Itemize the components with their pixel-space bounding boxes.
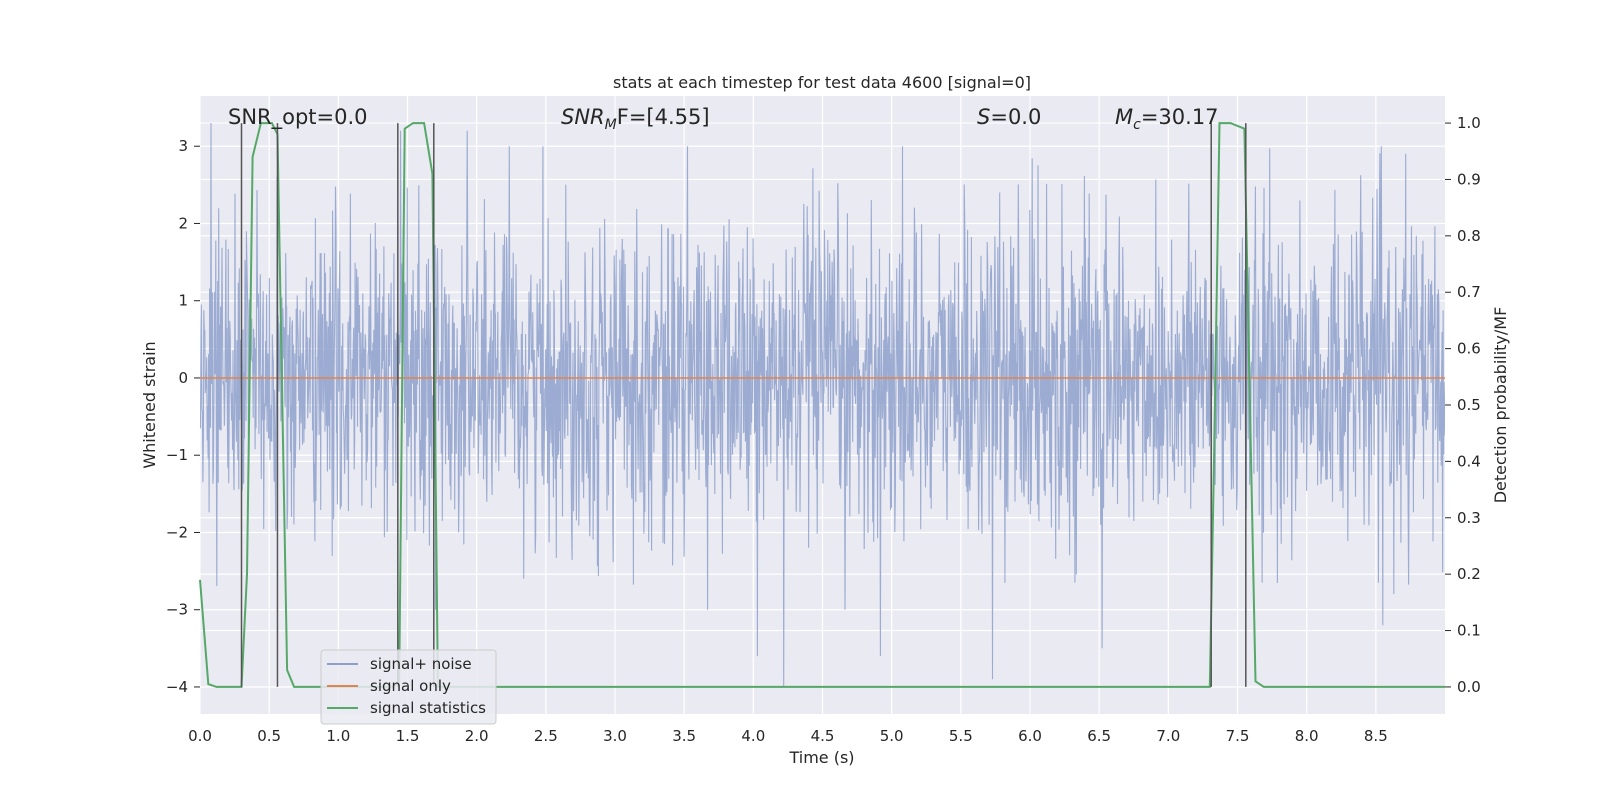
x-tick-label: 3.0 <box>603 727 627 745</box>
x-tick-label: 2.5 <box>534 727 558 745</box>
x-tick-label: 4.5 <box>811 727 835 745</box>
legend-label-stats: signal statistics <box>370 699 486 717</box>
x-tick-label: 2.0 <box>465 727 489 745</box>
y-right-tick-label: 0.1 <box>1457 622 1481 640</box>
y-right-tick-label: 0.7 <box>1457 283 1481 301</box>
legend-label-signal: signal only <box>370 677 451 695</box>
annotation-snr-mf-base: SNR <box>561 105 605 129</box>
y-axis-right-ticks: 1.0 0.9 0.8 0.7 0.6 0.5 0.4 0.3 0.2 0.1 0.0 <box>1445 114 1481 696</box>
x-tick-label: 3.5 <box>672 727 696 745</box>
y-right-tick-label: 0.4 <box>1457 452 1481 470</box>
y-right-tick-label: 0.5 <box>1457 396 1481 414</box>
y-right-tick-label: 0.6 <box>1457 340 1481 358</box>
x-axis-label: Time (s) <box>788 748 854 767</box>
y-left-tick-label: 0 <box>178 369 188 387</box>
y-left-tick-label: 2 <box>178 214 188 232</box>
annotation-s: S=0.0 <box>977 105 1041 129</box>
y-axis-right-label: Detection probability/MF <box>1491 307 1510 504</box>
y-left-tick-label: −2 <box>166 523 188 541</box>
y-left-tick-label: −3 <box>166 601 188 619</box>
annotation-mc-sub: c <box>1133 117 1141 133</box>
x-tick-label: 7.0 <box>1156 727 1180 745</box>
y-left-tick-label: −1 <box>166 446 188 464</box>
annotation-snr-mf-rest: F=[4.55] <box>617 105 710 129</box>
x-tick-label: 0.0 <box>188 727 212 745</box>
vertical-markers <box>240 123 1247 687</box>
x-tick-label: 6.5 <box>1087 727 1111 745</box>
x-tick-label: 1.5 <box>396 727 420 745</box>
y-right-tick-label: 0.3 <box>1457 509 1481 527</box>
x-axis-ticks: 0.0 0.5 1.0 1.5 2.0 2.5 3.0 3.5 4.0 4.5 5.0 5.5 6.0 6… <box>188 727 1388 745</box>
x-tick-label: 6.0 <box>1018 727 1042 745</box>
y-right-tick-label: 0.2 <box>1457 565 1481 583</box>
y-axis-left-ticks: 3 2 1 0 −1 −2 −3 −4 <box>166 137 200 696</box>
annotation-mc-italic: M <box>1115 105 1133 129</box>
y-right-tick-label: 0.0 <box>1457 678 1481 696</box>
series-line-signal-statistics <box>199 122 1445 688</box>
x-tick-label: 5.0 <box>880 727 904 745</box>
annotation-snr-opt: SNR_opt=0.0 <box>228 105 368 130</box>
annotation-snr-mf-sub: M <box>605 117 617 133</box>
y-axis-left-label: Whitened strain <box>140 341 159 468</box>
y-right-tick-label: 0.8 <box>1457 227 1481 245</box>
y-left-tick-label: 1 <box>178 292 188 310</box>
annotation-s-rest: =0.0 <box>990 105 1041 129</box>
y-right-tick-label: 0.9 <box>1457 170 1481 188</box>
x-tick-label: 8.5 <box>1364 727 1388 745</box>
x-tick-label: 1.0 <box>326 727 350 745</box>
x-tick-label: 7.5 <box>1226 727 1250 745</box>
chart-title: stats at each timestep for test data 460… <box>613 73 1031 92</box>
annotation-mc-rest: =30.17 <box>1141 105 1219 129</box>
signal-statistics-series <box>199 122 1445 688</box>
y-left-tick-label: 3 <box>178 137 188 155</box>
annotation-s-italic: S <box>977 105 990 129</box>
x-tick-label: 8.0 <box>1295 727 1319 745</box>
x-tick-label: 0.5 <box>257 727 281 745</box>
legend-label-noise: signal+ noise <box>370 655 472 673</box>
series-line-signal-noise <box>200 122 1445 688</box>
annotation-snr-mf: SNRMF=[4.55] <box>561 105 710 133</box>
legend: signal+ noise signal only signal statist… <box>320 649 497 725</box>
y-right-tick-label: 1.0 <box>1457 114 1481 132</box>
x-tick-label: 4.0 <box>741 727 765 745</box>
y-left-tick-label: −4 <box>166 678 188 696</box>
signal-noise-series <box>200 122 1445 688</box>
annotation-mc: Mc=30.17 <box>1115 105 1219 133</box>
legend-box <box>320 649 497 725</box>
x-tick-label: 5.5 <box>949 727 973 745</box>
